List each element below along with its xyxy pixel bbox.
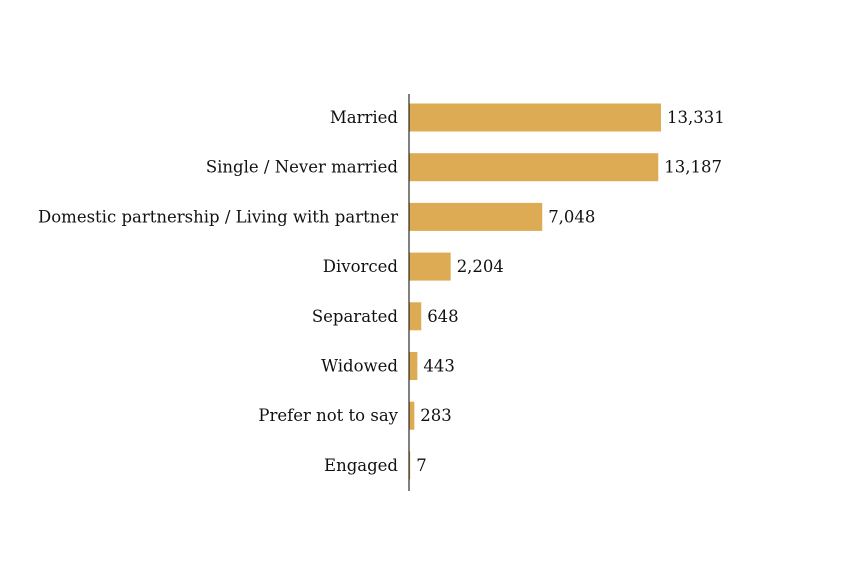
- value-label: 648: [427, 307, 459, 326]
- bar: [409, 153, 659, 182]
- category-label: Divorced: [323, 257, 399, 276]
- category-label: Prefer not to say: [258, 406, 398, 425]
- value-label: 7,048: [548, 207, 595, 226]
- value-label: 283: [420, 406, 452, 425]
- value-label: 2,204: [457, 257, 504, 276]
- bar: [409, 252, 451, 281]
- bar: [409, 401, 415, 430]
- value-label: 443: [423, 357, 455, 376]
- bar: [409, 451, 411, 480]
- category-label: Married: [330, 108, 399, 127]
- value-label: 13,187: [664, 158, 722, 177]
- category-labels: Married Single / Never married Domestic pa…: [38, 108, 399, 475]
- value-label: 7: [416, 456, 427, 475]
- value-label: 13,331: [667, 108, 725, 127]
- category-label: Separated: [312, 307, 399, 326]
- category-label: Engaged: [324, 456, 398, 475]
- bars-layer: [409, 103, 661, 480]
- value-labels: 13,331 13,187 7,048 2,204 648 443 283 7: [416, 108, 725, 475]
- category-label: Single / Never married: [206, 158, 399, 177]
- bar: [409, 302, 422, 331]
- bar: [409, 352, 418, 380]
- category-label: Widowed: [321, 357, 398, 376]
- bar: [409, 103, 661, 132]
- category-label: Domestic partnership / Living with partn…: [38, 207, 398, 226]
- bar: [409, 202, 543, 231]
